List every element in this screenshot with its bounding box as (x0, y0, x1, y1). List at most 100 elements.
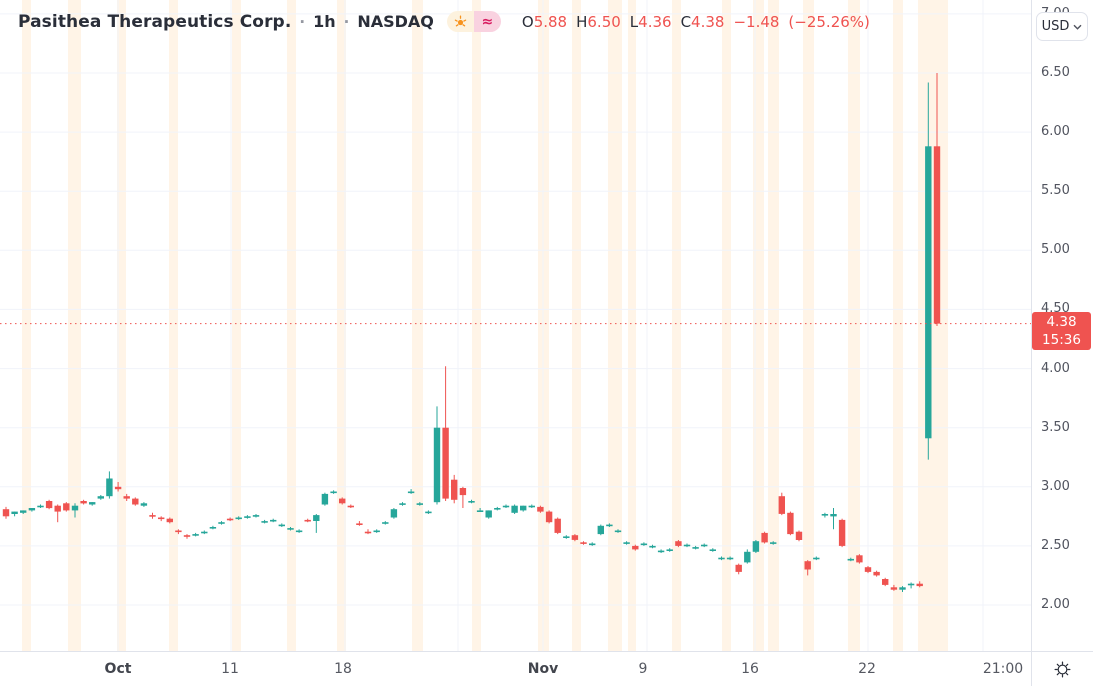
separator-dot: · (343, 12, 350, 31)
ohlc-readout: O5.88 H6.50 L4.36 C4.38 −1.48 (−25.26%) (522, 13, 870, 31)
last-price-tag: 4.38 15:36 (1032, 312, 1091, 350)
separator-dot: · (299, 12, 306, 31)
change-percent: (−25.26%) (788, 12, 870, 31)
session-stripe (918, 0, 948, 651)
candle-up (407, 491, 415, 494)
candle-up (373, 530, 380, 533)
candle-down (2, 509, 10, 517)
candle-up (252, 515, 260, 517)
candle-up (468, 501, 475, 503)
candle-up (278, 524, 285, 527)
time-tick-label: 9 (638, 661, 648, 677)
candle-up (287, 528, 294, 530)
time-axis[interactable]: Oct 11 18 Nov 9 16 22 21:00 (0, 651, 1031, 686)
interval-label: 1h (313, 12, 336, 31)
candle-down (537, 506, 544, 512)
candle-down (459, 488, 467, 496)
market-status-badges[interactable]: ≈ (446, 11, 501, 32)
candle-up (485, 510, 492, 518)
price-tick-label: 3.00 (1041, 479, 1070, 494)
session-stripe (753, 0, 764, 651)
session-stripe (672, 0, 681, 651)
last-price-value: 4.38 (1046, 314, 1077, 330)
session-stripe (169, 0, 178, 651)
axis-settings-corner (1031, 651, 1093, 686)
chevron-down-icon (1073, 24, 1082, 30)
candle-up (813, 557, 820, 560)
session-stripe (848, 0, 860, 651)
candle-up (270, 519, 277, 522)
time-tick-label: 22 (858, 661, 876, 677)
candle-up (709, 549, 716, 551)
candle-down (856, 555, 863, 563)
candle-up (425, 511, 432, 514)
session-stripe (68, 0, 81, 651)
time-tick-label: Nov (527, 661, 559, 677)
candle-up (11, 511, 18, 514)
candle-up (899, 587, 906, 590)
candle-up (925, 146, 932, 439)
currency-label: USD (1041, 19, 1070, 34)
post-market-sun-icon (446, 11, 474, 32)
time-tick-label: 11 (221, 661, 239, 677)
ohlc-open: O5.88 (521, 12, 568, 31)
candle-up (623, 542, 630, 544)
candle-down (580, 542, 587, 544)
session-stripe (232, 0, 241, 651)
candle-up (821, 514, 829, 516)
candle-down (339, 498, 346, 504)
session-stripe (337, 0, 346, 651)
candle-up (718, 557, 725, 560)
candle-down (838, 519, 846, 546)
candle-up (770, 542, 777, 544)
symbol-title: Pasithea Therapeutics Corp. (18, 11, 292, 32)
candle-up (666, 549, 673, 551)
candle-up (614, 530, 622, 533)
candle-up (847, 558, 854, 561)
candle-up (140, 503, 148, 506)
session-stripe (287, 0, 296, 651)
candle-up (657, 550, 665, 553)
price-tick-label: 5.50 (1041, 183, 1070, 198)
candle-up (502, 505, 510, 508)
gear-icon[interactable] (1050, 656, 1076, 682)
session-stripe (572, 0, 581, 651)
candle-up (382, 522, 389, 524)
candle-up (726, 557, 734, 560)
candle-down (45, 501, 53, 509)
candle-up (37, 505, 44, 508)
session-stripe (117, 0, 126, 651)
candle-down (442, 427, 449, 499)
candle-down (347, 505, 354, 508)
candle-down (761, 532, 768, 543)
session-stripe (22, 0, 31, 651)
candle-up (28, 508, 36, 511)
candle-up (589, 543, 596, 546)
candle-up (683, 544, 691, 547)
candle-down (80, 501, 87, 504)
candle-up (261, 521, 268, 523)
candle-up (390, 509, 398, 518)
candle-down (804, 561, 811, 570)
candle-down (304, 519, 311, 522)
candle-down (882, 579, 889, 585)
candle-up (563, 536, 570, 538)
candle-up (701, 544, 708, 547)
ohlc-low: L4.36 (629, 12, 672, 31)
chart-plot-area[interactable] (0, 0, 1031, 651)
currency-selector-button[interactable]: USD (1036, 12, 1088, 41)
ohlc-high: H6.50 (576, 12, 621, 31)
price-tick-label: 3.50 (1041, 420, 1070, 435)
candle-down (132, 498, 139, 505)
session-stripe (803, 0, 814, 651)
candle-down (795, 531, 803, 540)
candle-up (97, 496, 104, 499)
price-axis[interactable]: 7.006.506.005.505.004.504.003.503.002.50… (1031, 0, 1093, 651)
price-tick-label: 5.00 (1041, 242, 1070, 257)
price-tick-label: 2.00 (1041, 597, 1070, 612)
time-tick-label: 18 (334, 661, 352, 677)
session-stripe (608, 0, 622, 651)
session-stripe (412, 0, 423, 651)
candle-down (183, 535, 191, 537)
